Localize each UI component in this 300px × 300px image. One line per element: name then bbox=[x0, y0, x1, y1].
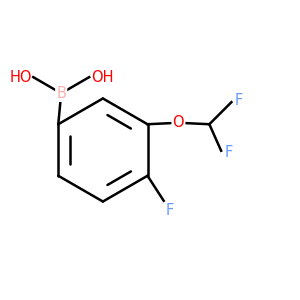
Text: HO: HO bbox=[9, 70, 32, 85]
Text: F: F bbox=[165, 203, 173, 218]
Text: OH: OH bbox=[91, 70, 113, 85]
Text: B: B bbox=[56, 86, 66, 101]
Text: O: O bbox=[172, 115, 184, 130]
Text: F: F bbox=[225, 145, 233, 160]
Text: F: F bbox=[235, 93, 243, 108]
